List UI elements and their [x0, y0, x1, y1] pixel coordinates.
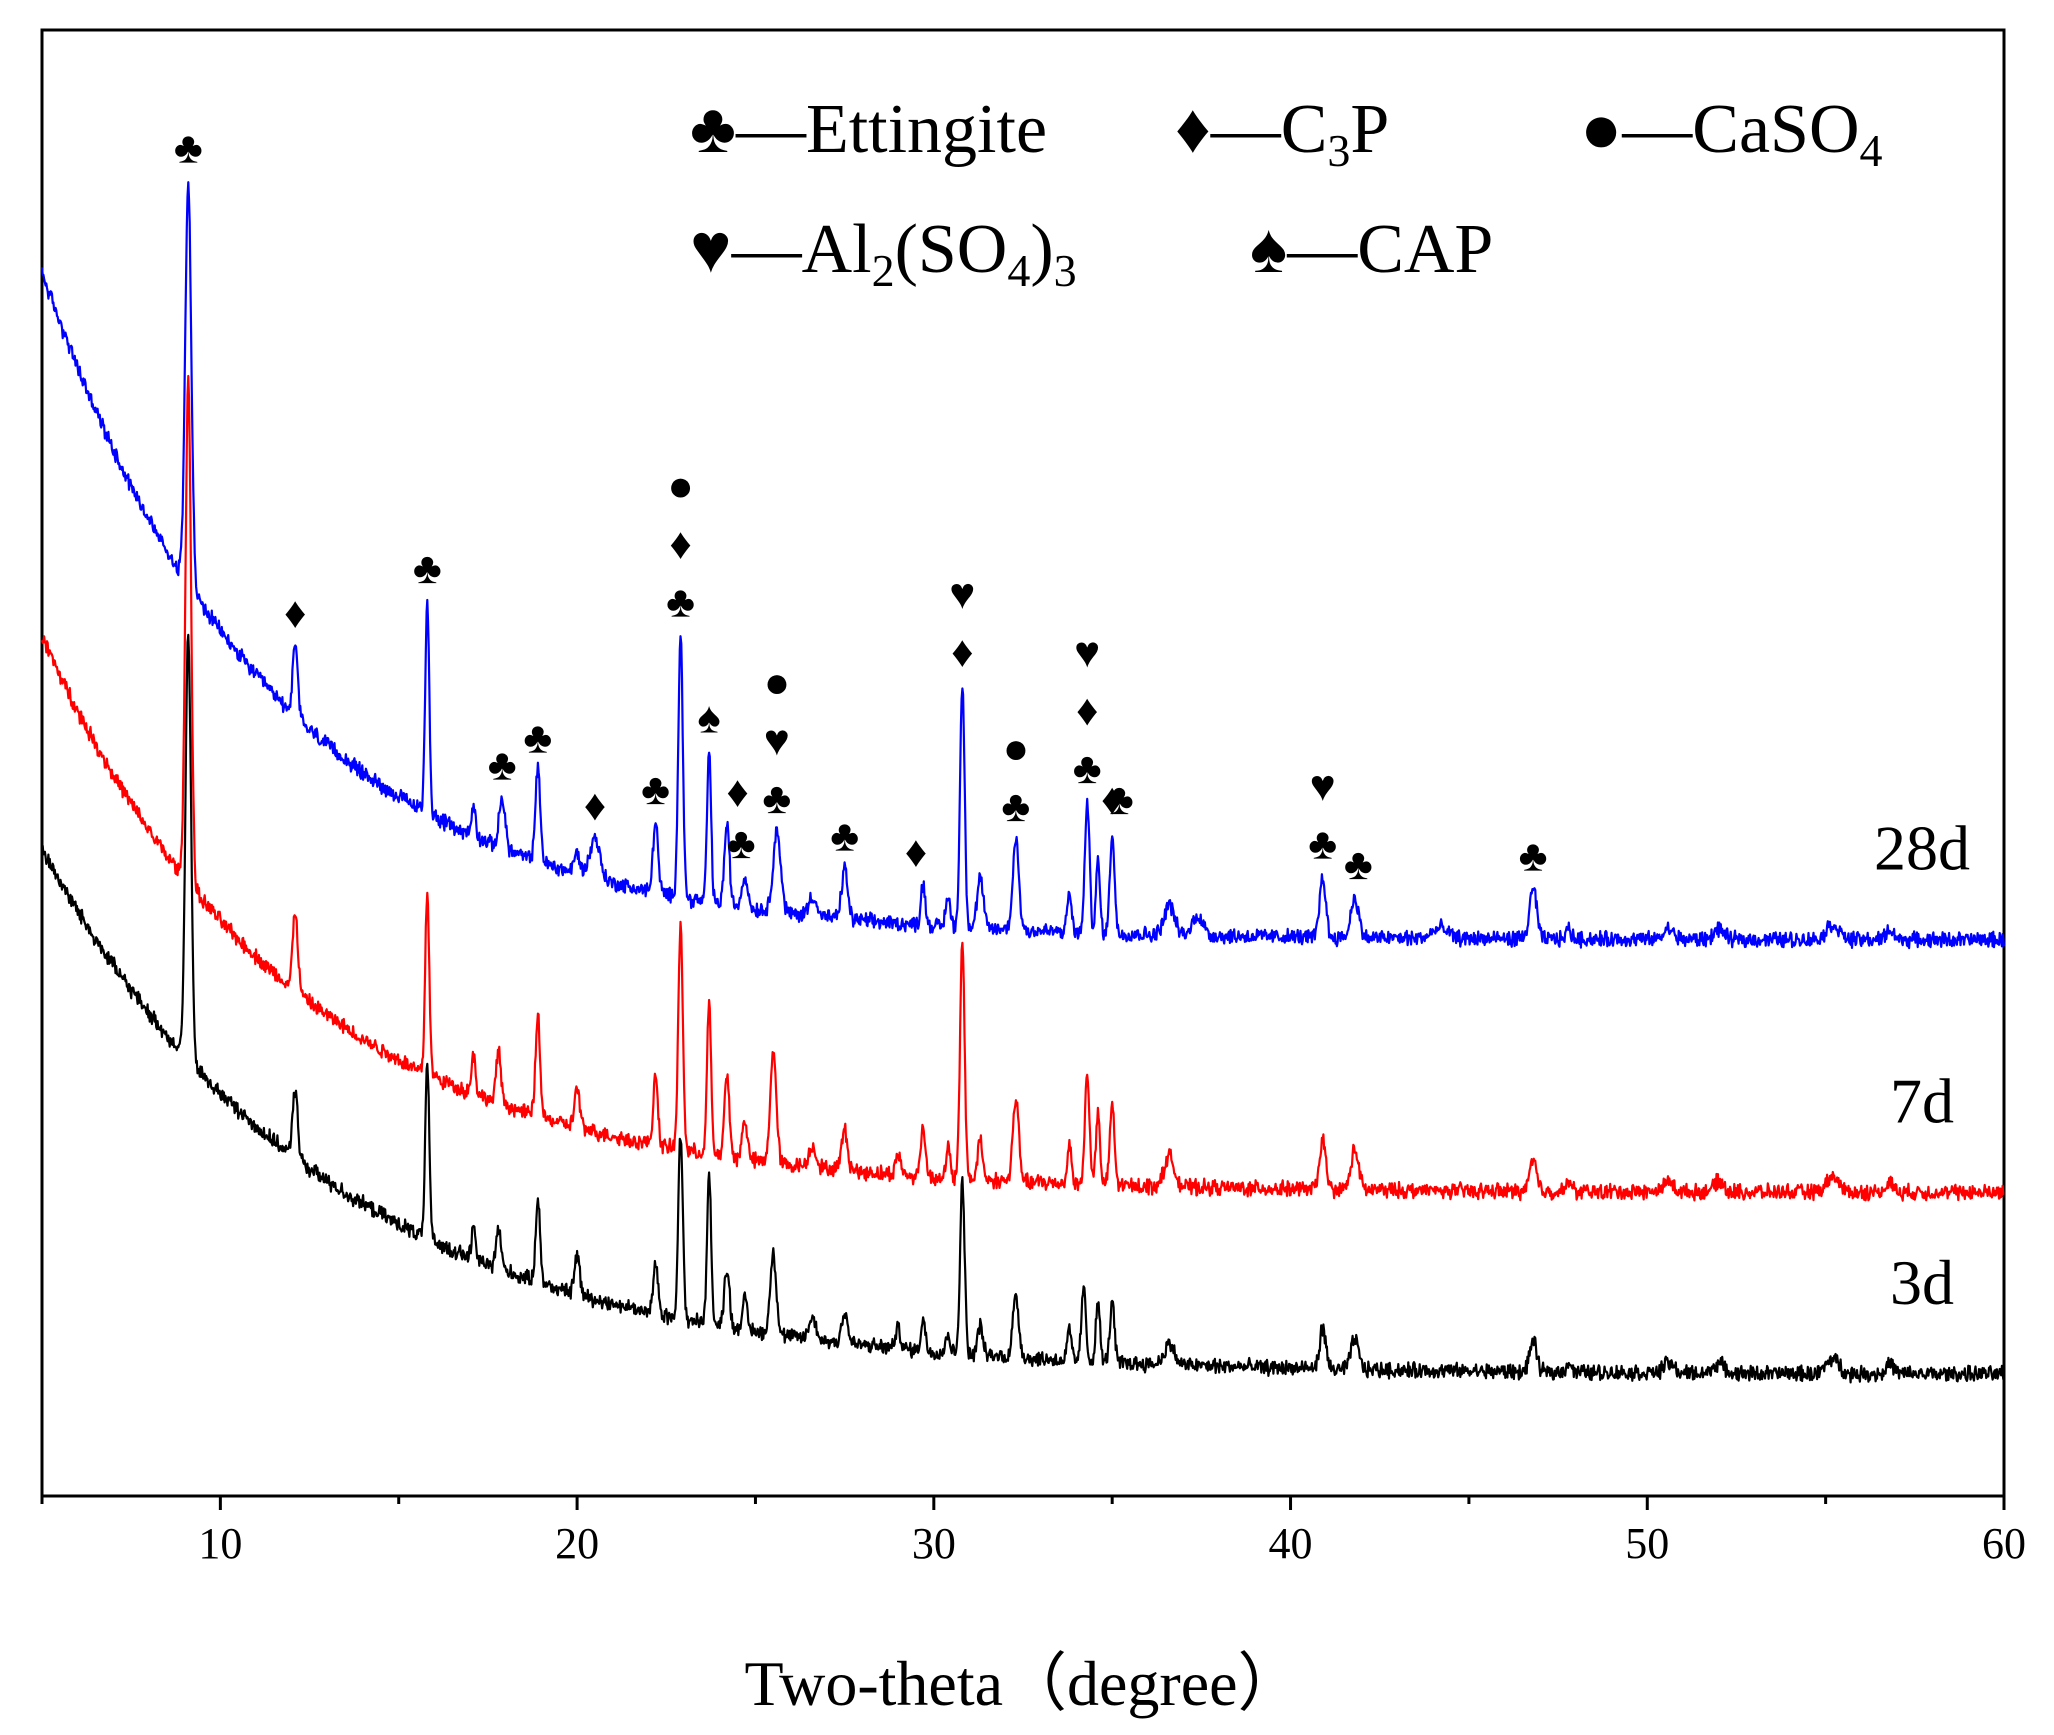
- peak-marker: ♥: [764, 716, 790, 765]
- peak-marker: ♦: [584, 781, 606, 830]
- legend-entry-diamond: ♦—C3​P: [1175, 91, 1389, 176]
- peak-marker: ♠: [697, 694, 720, 743]
- peak-marker: ♣: [1073, 744, 1102, 793]
- peak-marker: ♣: [830, 811, 859, 860]
- x-tick-label: 40: [1269, 1519, 1313, 1568]
- series-line-3d: [40, 633, 2006, 1384]
- legend-entry-circle: ●—CaSO4​: [1580, 91, 1883, 176]
- peak-marker: ♣: [1105, 775, 1134, 824]
- series-layer: 28d 7d 3d: [40, 181, 2006, 1384]
- peak-marker: ♦: [669, 520, 691, 569]
- series-label-28d: 28d: [1874, 813, 1970, 884]
- peak-marker: ♣: [727, 819, 756, 868]
- peak-marker: ♦: [951, 628, 973, 677]
- peak-marker: ♥: [1074, 628, 1100, 677]
- peak-marker: ♣: [1519, 831, 1548, 880]
- x-tick-label: 50: [1625, 1519, 1669, 1568]
- peak-marker: ♣: [1308, 820, 1337, 869]
- legend: ♣—Ettingite ♦—C3​P ●—CaSO4​ ♥—Al2​(SO4​)3​ ♠…: [690, 91, 1883, 296]
- x-tick-label: 60: [1982, 1519, 2026, 1568]
- peak-marker: ●: [667, 462, 694, 511]
- peak-marker: ♣: [666, 578, 695, 627]
- peak-annotation-layer: ♣♦♣♣♣♦ ♣♣♦●♠♦♣♣♥●♣ ♦♦♥♣● ♣♦♥♦♣♣♥♣ ♣: [174, 123, 1548, 889]
- peak-marker: ♦: [1076, 686, 1098, 735]
- series-line-28d: [40, 181, 2006, 950]
- x-axis-label: Two-theta（degree）: [744, 1648, 1301, 1719]
- peak-marker: ♣: [641, 765, 670, 814]
- peak-marker: ♦: [1101, 775, 1123, 824]
- peak-marker: ♣: [762, 774, 791, 823]
- peak-marker: ♦: [284, 588, 306, 637]
- peak-marker: ●: [1003, 724, 1030, 773]
- peak-marker: ♦: [726, 767, 748, 816]
- series-label-3d: 3d: [1890, 1247, 1954, 1318]
- series-line-7d: [40, 374, 2005, 1202]
- peak-marker: ♥: [1310, 762, 1336, 811]
- legend-entry-spade: ♠—CAP: [1250, 211, 1493, 288]
- peak-marker: ♣: [413, 544, 442, 593]
- x-tick-label: 20: [555, 1519, 599, 1568]
- peak-marker: ♣: [488, 741, 517, 790]
- peak-marker: ♣: [523, 713, 552, 762]
- x-axis: 10 20 30 40 50 60: [40, 1496, 2026, 1568]
- peak-marker: ●: [764, 658, 791, 707]
- plot-frame: [40, 28, 2006, 1498]
- peak-marker: ♣: [1001, 782, 1030, 831]
- x-tick-label: 10: [198, 1519, 242, 1568]
- legend-entry-heart: ♥—Al2​(SO4​)3​: [690, 211, 1077, 296]
- peak-marker: ♦: [905, 828, 927, 877]
- x-tick-label: 30: [912, 1519, 956, 1568]
- legend-entry-club: ♣—Ettingite: [690, 91, 1047, 168]
- peak-marker: ♣: [1344, 840, 1373, 889]
- peak-marker: ♣: [174, 123, 203, 172]
- peak-marker: ♥: [949, 570, 975, 619]
- series-label-7d: 7d: [1890, 1065, 1954, 1136]
